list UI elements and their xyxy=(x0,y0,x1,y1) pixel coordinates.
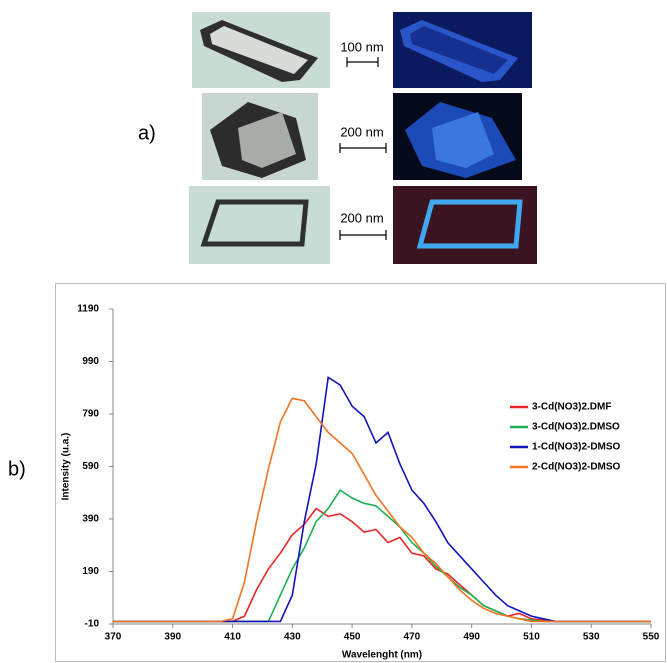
y-tick-label: 1190 xyxy=(77,304,99,315)
scale-label: 100 nm xyxy=(340,39,383,54)
series-line xyxy=(113,397,651,623)
x-tick-label: 450 xyxy=(344,632,361,643)
x-axis-title: Wavelenght (nm) xyxy=(342,650,422,661)
x-tick-label: 490 xyxy=(463,632,480,643)
series-line xyxy=(113,488,651,623)
scale-label: 200 nm xyxy=(340,124,383,139)
x-tick-label: 410 xyxy=(224,632,241,643)
x-tick-label: 430 xyxy=(284,632,301,643)
scale-bars xyxy=(339,57,387,240)
scale-label: 200 nm xyxy=(340,210,383,225)
chart: -10 190 390 590 790 990 1190 370 390 410 430 450 470… xyxy=(61,304,660,661)
micrographs xyxy=(189,12,537,264)
legend-label: 3-Cd(NO3)2.DMF xyxy=(532,402,611,413)
x-tick-label: 550 xyxy=(643,632,660,643)
x-tick-label: 390 xyxy=(164,632,181,643)
x-tick-label: 370 xyxy=(105,632,122,643)
y-tick-label: 590 xyxy=(82,461,99,472)
y-tick-label: 390 xyxy=(82,514,99,525)
legend-label: 3-Cd(NO3)2.DMSO xyxy=(532,422,620,433)
series-line xyxy=(113,507,651,623)
x-tick-label: 470 xyxy=(404,632,421,643)
legend-label: 2-Cd(NO3)2-DMSO xyxy=(532,462,621,473)
y-tick-label: 790 xyxy=(82,409,99,420)
y-tick-label: -10 xyxy=(85,619,100,630)
series-line xyxy=(113,375,651,623)
y-axis-title: Intensity (u.a.) xyxy=(61,433,72,501)
y-tick-label: 190 xyxy=(82,566,99,577)
panel-label: a) xyxy=(138,122,156,144)
y-tick-label: 990 xyxy=(82,356,99,367)
x-tick-label: 510 xyxy=(523,632,540,643)
x-tick-label: 530 xyxy=(583,632,600,643)
legend-label: 1-Cd(NO3)2-DMSO xyxy=(532,442,621,453)
panel-label: b) xyxy=(8,458,26,480)
chart-frame xyxy=(55,283,666,662)
